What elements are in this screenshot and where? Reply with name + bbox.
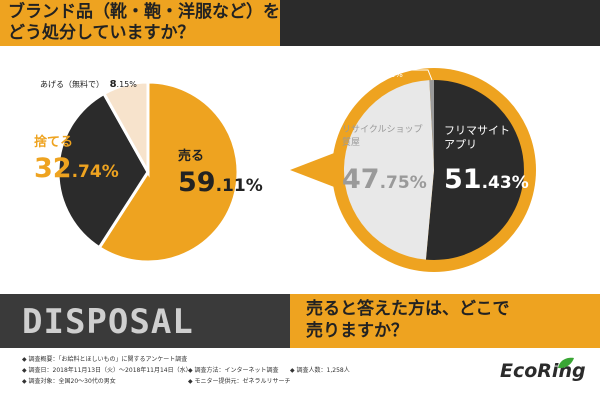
label-other-sign: % (395, 70, 403, 79)
label-recycle-shop-int: 47 (342, 164, 380, 195)
label-throw-away-sign: % (101, 162, 119, 182)
label-recycle-shop: リサイクルショップ 質屋 47.75% (342, 124, 427, 193)
pie-slice-give-away (101, 80, 150, 178)
pie-slice-recycle-shop (343, 80, 434, 260)
question-1-title: ブランド品（靴・鞄・洋服など）を どう処分していますか？ (8, 2, 280, 43)
footer-line-overview: ◆ 調査概要：「お給料とほしいもの」に関するアンケート調査 (22, 356, 188, 363)
disposal-band (0, 294, 290, 348)
footer-line-method: ◆ 調査方法：インターネット調査 (188, 367, 279, 374)
footer-line-count: ◆ 調査人数：1,258人 (290, 367, 350, 374)
label-give-away: あげる（無料で） 8.15% (40, 74, 137, 90)
label-flea-market-name: フリマサイト アプリ (444, 124, 510, 151)
header-band-dark (280, 0, 600, 46)
label-sell: 売る 59.11% (178, 150, 263, 196)
label-give-away-name: あげる（無料で） (40, 80, 104, 89)
question-2-title: 売ると答えた方は、どこで 売りますか？ (306, 299, 510, 341)
pie-slice-sell (97, 80, 240, 264)
label-sell-name: 売る (178, 149, 205, 164)
question-2-band (290, 294, 600, 348)
label-give-away-int: 8 (109, 79, 117, 90)
label-flea-market-dec: .43 (481, 173, 512, 193)
pie-slice-flea-market (425, 80, 524, 260)
label-flea-market-sign: % (511, 173, 529, 193)
footer-line-target: ◆ 調査対象：全国20〜30代の男女 (22, 378, 116, 385)
label-flea-market: フリマサイト アプリ 51.43% (444, 124, 529, 193)
label-throw-away-int: 32 (34, 153, 72, 184)
label-other-dec: .82 (382, 70, 396, 79)
label-sell-dec: .11 (215, 176, 246, 196)
leader-line-other (402, 69, 433, 81)
label-sell-int: 59 (178, 167, 216, 198)
label-other-name: その他 (346, 70, 370, 79)
label-other: その他 0.82% (346, 64, 403, 80)
label-give-away-dec: .15 (116, 80, 130, 89)
pie-chart-disposal (56, 80, 240, 264)
label-recycle-shop-sign: % (409, 173, 427, 193)
label-throw-away: 捨てる 32.74% (34, 136, 119, 182)
label-other-int: 0 (375, 69, 383, 80)
label-give-away-sign: % (129, 80, 137, 89)
label-throw-away-dec: .74 (71, 162, 102, 182)
label-flea-market-int: 51 (444, 164, 482, 195)
survey-footer: ◆ 調査概要：「お給料とほしいもの」に関するアンケート調査 ◆ 調査日：2018… (0, 348, 600, 400)
label-throw-away-name: 捨てる (34, 135, 74, 150)
pie-chart-sell-place (343, 80, 524, 260)
header-band-orange (0, 0, 280, 46)
speech-bubble-tail (290, 150, 342, 190)
label-recycle-shop-dec: .75 (379, 173, 410, 193)
footer-line-provider: ◆ モニター提供元：ゼネラルリサーチ (188, 378, 291, 385)
label-sell-sign: % (245, 176, 263, 196)
footer-line-date: ◆ 調査日：2018年11月13日（火）〜2018年11月14日（水） (22, 367, 192, 374)
disposal-label: DISPOSAL (22, 302, 194, 342)
label-recycle-shop-name: リサイクルショップ 質屋 (342, 125, 423, 148)
pie-charts-canvas (56, 68, 536, 272)
pie-slice-other (429, 80, 434, 170)
leaf-icon (558, 357, 574, 369)
